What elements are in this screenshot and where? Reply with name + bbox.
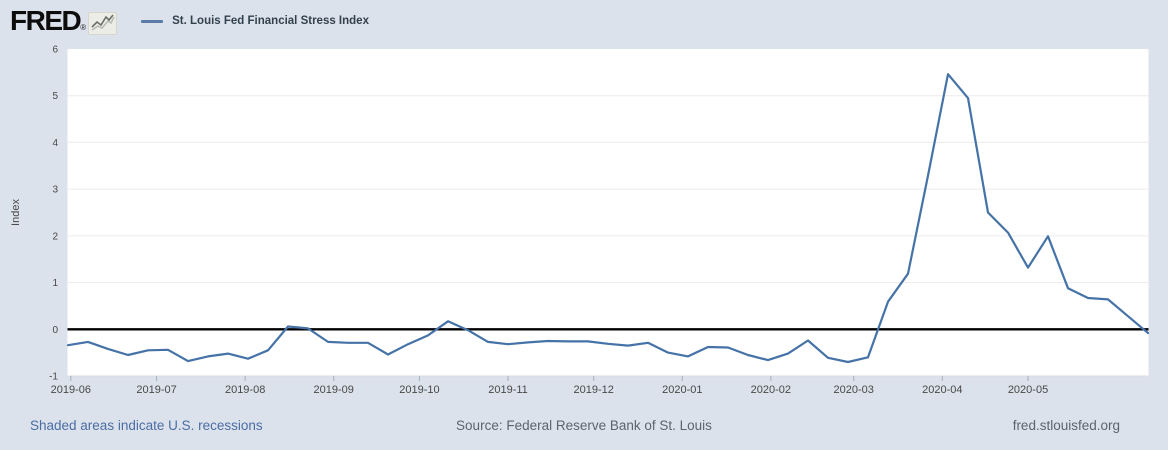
x-axis-tick-label: 2019-07 <box>136 384 176 396</box>
y-axis-tick-label: 6 <box>52 45 58 56</box>
fred-sparkline-icon <box>88 11 118 35</box>
source-text: Source: Federal Reserve Bank of St. Loui… <box>456 418 712 433</box>
recessions-note-link[interactable]: Shaded areas indicate U.S. recessions <box>30 418 263 433</box>
y-axis-tick-label: 2 <box>52 231 58 242</box>
chart-legend: St. Louis Fed Financial Stress Index <box>141 15 369 27</box>
series-line[interactable] <box>66 73 1150 364</box>
fred-site-link[interactable]: fred.stlouisfed.org <box>1012 418 1120 433</box>
x-axis-tick-label: 2019-12 <box>574 384 614 396</box>
x-axis-tick-label: 2019-09 <box>314 384 354 396</box>
stress-index-chart[interactable]: -1 0 1 2 3 4 5 6 2019-06 2019-07 2019-08 2019-09 201… <box>0 40 1168 406</box>
y-axis-tick-label: 1 <box>52 278 58 289</box>
x-axis-tick-label: 2020-02 <box>751 384 791 396</box>
chart-footer: Shaded areas indicate U.S. recessions So… <box>0 414 1168 446</box>
x-axis-tick-label: 2020-05 <box>1008 384 1048 396</box>
y-axis-tick-label: 5 <box>52 91 58 102</box>
fred-logo-text: FRED <box>10 5 82 36</box>
legend-series-label: St. Louis Fed Financial Stress Index <box>172 15 369 27</box>
y-axis-tick-label: -1 <box>49 372 58 383</box>
chart-header: FRED ® St. Louis Fed Financial Stress Ind… <box>0 0 1168 42</box>
registered-trademark-icon: ® <box>80 23 87 32</box>
x-axis-tick-label: 2020-04 <box>922 384 962 396</box>
legend-line-swatch <box>141 19 164 23</box>
x-axis-tick-label: 2019-08 <box>225 384 265 396</box>
x-axis-tick-label: 2019-06 <box>51 384 91 396</box>
x-axis-tick-label: 2019-11 <box>488 384 528 396</box>
y-axis-tick-label: 4 <box>52 138 58 149</box>
y-axis-tick-label: 3 <box>52 185 58 196</box>
plot-area[interactable] <box>67 49 1149 376</box>
x-axis-tick-label: 2020-01 <box>662 384 702 396</box>
x-axis-tick-label: 2020-03 <box>834 384 874 396</box>
y-axis-tick-label: 0 <box>52 325 58 336</box>
y-axis-title: Index <box>10 199 22 226</box>
fred-logo[interactable]: FRED ® <box>10 5 118 36</box>
x-axis-tick-label: 2019-10 <box>399 384 439 396</box>
